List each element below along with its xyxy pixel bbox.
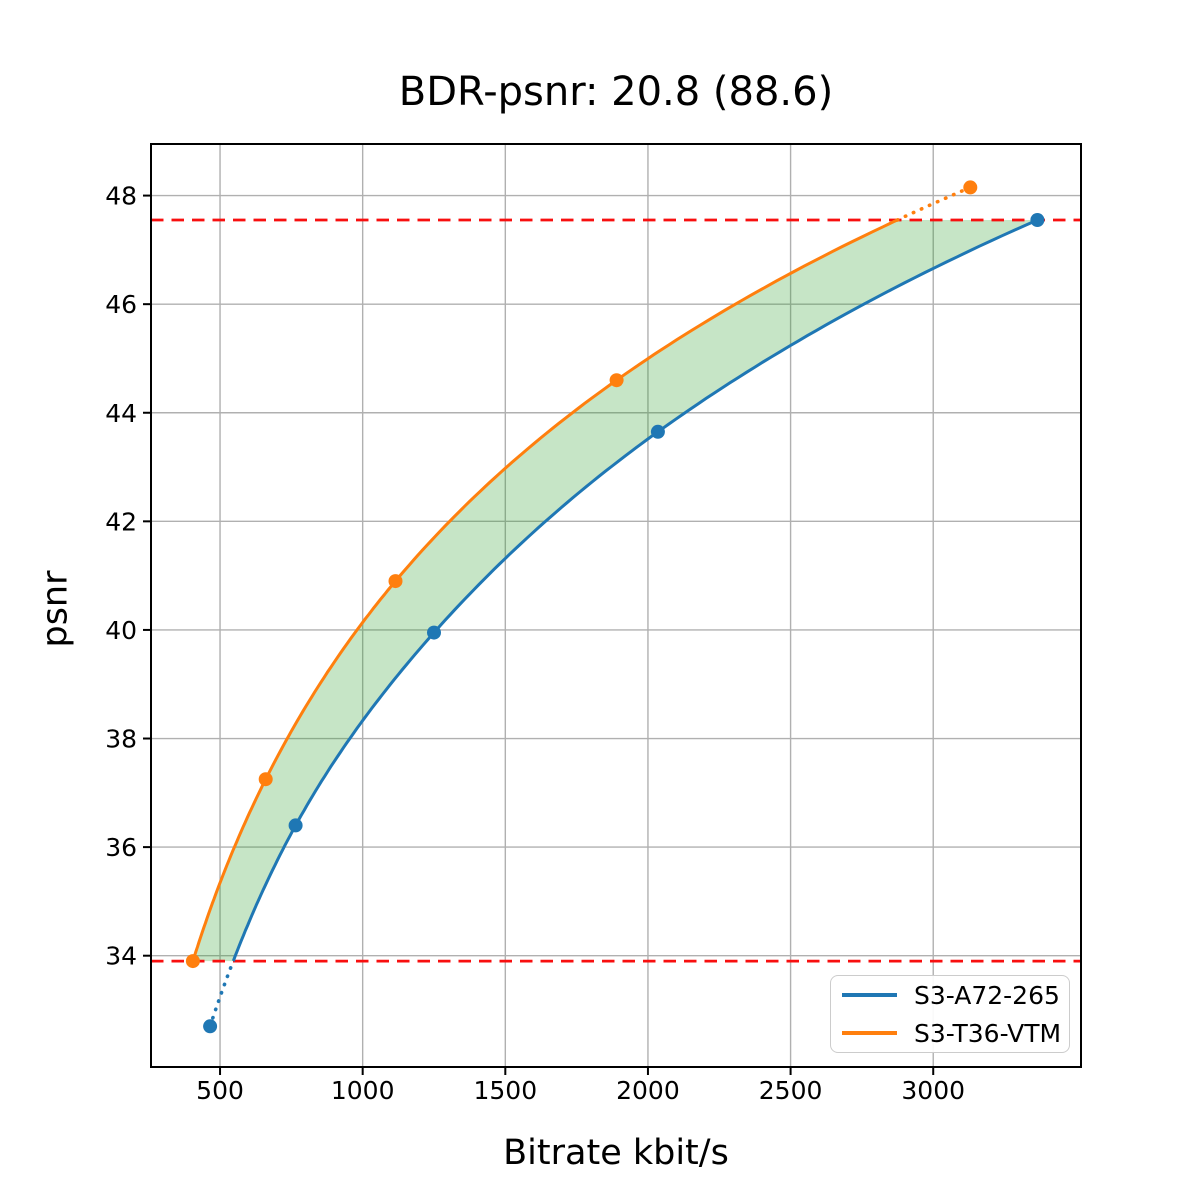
data-point-s3-a72-265 (1030, 213, 1045, 227)
series-curve-dotted-s3-a72-265 (208, 959, 235, 1029)
x-tick-label: 2500 (759, 1076, 823, 1105)
plot-border (150, 143, 1082, 1068)
data-point-s3-t36-vtm (388, 574, 403, 589)
bd-area-fill (192, 220, 1038, 962)
legend-item: S3-T36-VTM (831, 1014, 1069, 1052)
series-curve-dotted-s3-t36-vtm (895, 185, 973, 222)
x-tick-label: 2000 (616, 1076, 680, 1105)
legend: S3-A72-265 S3-T36-VTM (830, 975, 1070, 1053)
y-tick-label: 46 (105, 290, 137, 319)
chart-title: BDR-psnr: 20.8 (88.6) (398, 69, 834, 115)
series-curve-s3-t36-vtm (191, 218, 899, 962)
y-tick-label: 48 (105, 182, 137, 211)
data-point-s3-t36-vtm (609, 373, 624, 388)
y-tick-label: 36 (105, 833, 137, 862)
y-tick-label: 44 (105, 399, 137, 428)
legend-label: S3-T36-VTM (914, 1018, 1062, 1048)
x-tick-label: 1500 (474, 1076, 538, 1105)
series-curve-s3-a72-265 (231, 218, 1039, 963)
legend-line-sample (842, 993, 897, 997)
data-point-s3-a72-265 (427, 625, 441, 640)
data-point-s3-a72-265 (203, 1019, 218, 1034)
x-tick-label: 500 (196, 1076, 244, 1105)
data-point-s3-t36-vtm (258, 772, 273, 787)
data-point-s3-t36-vtm (963, 180, 978, 195)
y-tick-label: 42 (105, 507, 137, 536)
x-tick-label: 1000 (331, 1076, 395, 1105)
legend-line-sample (842, 1031, 897, 1035)
y-tick-label: 38 (105, 725, 137, 754)
x-tick-label: 3000 (901, 1076, 965, 1105)
data-point-s3-a72-265 (288, 818, 303, 833)
y-tick-label: 40 (105, 616, 137, 645)
x-axis-label: Bitrate kbit/s (503, 1133, 729, 1173)
data-point-s3-a72-265 (650, 424, 665, 439)
legend-label: S3-A72-265 (914, 980, 1060, 1010)
legend-item: S3-A72-265 (831, 976, 1069, 1014)
y-axis-label: psnr (35, 570, 76, 648)
data-point-s3-t36-vtm (185, 954, 200, 969)
y-tick-label: 34 (105, 942, 137, 971)
